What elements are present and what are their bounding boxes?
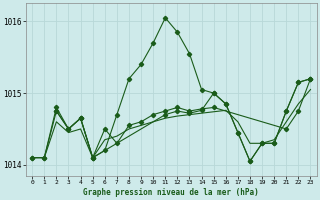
- X-axis label: Graphe pression niveau de la mer (hPa): Graphe pression niveau de la mer (hPa): [84, 188, 259, 197]
